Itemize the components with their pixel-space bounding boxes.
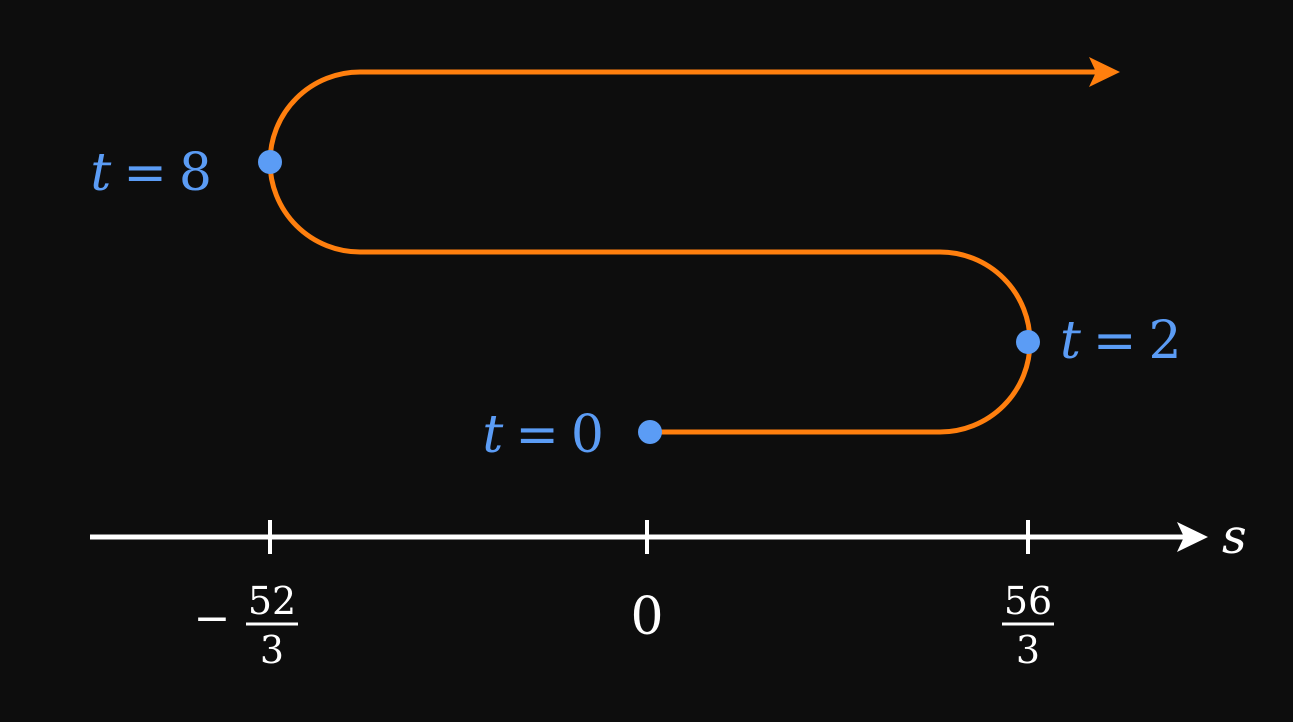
marker-t8 [258,150,282,174]
tick-label-neg-sign: − [194,593,231,644]
axis-arrowhead-icon [1177,522,1208,552]
tick-label-zero: 0 [630,587,663,647]
marker-t0 [638,420,662,444]
tick-label-pos-denominator: 3 [1016,628,1040,672]
label-t2: t = 2 [1060,311,1182,371]
tick-labels: − 52 3 0 56 3 [194,579,1054,672]
time-markers [258,150,1040,444]
label-t0: t = 0 [482,405,604,465]
path-arrowhead-icon [1089,57,1120,87]
tick-label-neg-denominator: 3 [260,628,284,672]
axis-variable-label: s [1222,509,1247,565]
s-axis: s [90,509,1247,565]
tick-label-pos: 56 3 [1002,579,1054,672]
motion-path [267,57,1120,435]
tick-label-neg-numerator: 52 [248,579,296,623]
marker-t2 [1016,330,1040,354]
marker-labels: t = 0 t = 2 t = 8 [90,143,1181,465]
label-t8: t = 8 [90,143,212,203]
tick-label-neg: − 52 3 [194,579,298,672]
tick-label-pos-numerator: 56 [1004,579,1052,623]
path-curve [267,69,1098,435]
